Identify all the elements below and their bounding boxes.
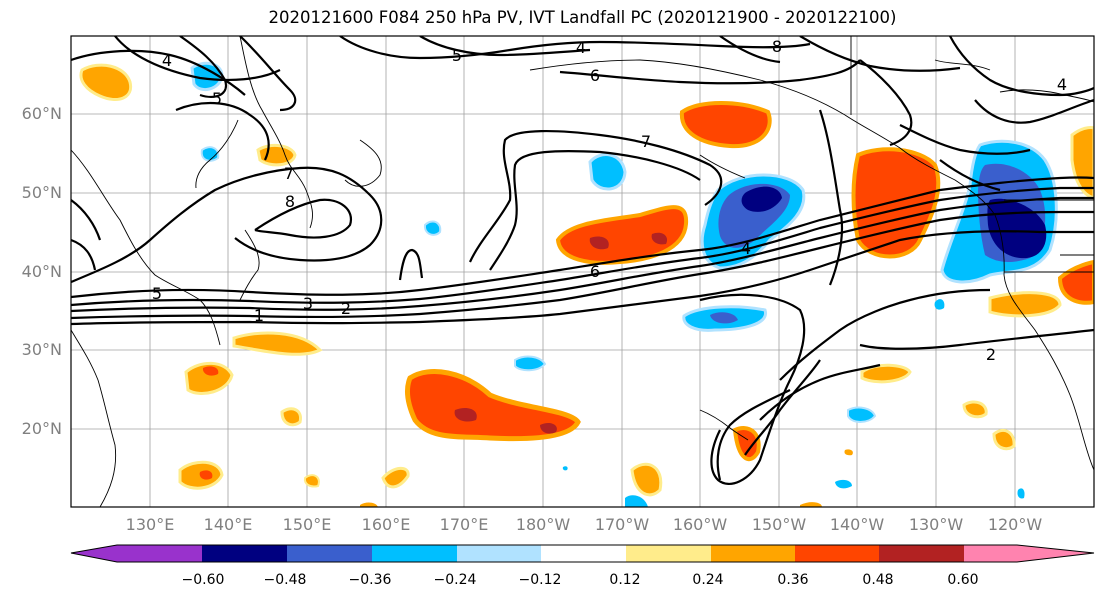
lon-label: 180°W [515,515,571,534]
lon-label: 170°E [439,515,489,534]
contour-label: 4 [741,239,751,258]
lat-label-30n: 30°N [21,340,62,359]
colorbar-tick: 0.48 [862,572,894,588]
contour-label: 4 [576,38,586,57]
map-title: 2020121600 F084 250 hPa PV, IVT Landfall… [268,8,897,27]
colorbar-tick: 0.12 [609,572,641,588]
contour-label: 5 [212,89,222,108]
colorbar-tick: 0.24 [692,572,724,588]
colorbar-tick: −0.48 [263,572,307,588]
lat-label-50n: 50°N [21,183,62,202]
contour-label: 8 [285,192,295,211]
contour-label: 4 [162,51,172,70]
contour-label: 6 [590,262,600,281]
colorbar-tick: −0.60 [181,572,225,588]
lon-label: 130°E [125,515,175,534]
lon-label: 120°W [987,515,1043,534]
coastlines [71,36,1094,507]
contour-label: 3 [303,294,313,313]
contour-label: 7 [641,132,651,151]
lon-label: 170°W [594,515,650,534]
lat-label-60n: 60°N [21,104,62,123]
contour-label: 5 [452,46,462,65]
contour-label: 5 [152,284,162,303]
contour-label: 2 [986,345,996,364]
lon-label: 160°E [361,515,411,534]
lon-label: 130°W [908,515,964,534]
contour-label: 4 [1057,75,1067,94]
pv-contours [71,36,1094,486]
lon-label: 150°E [282,515,332,534]
lat-label-40n: 40°N [21,262,62,281]
lon-label: 160°W [672,515,728,534]
lat-label-20n: 20°N [21,419,62,438]
contour-label: 8 [772,37,782,56]
colorbar-tick: −0.36 [348,572,392,588]
lon-label: 140°E [203,515,253,534]
contour-label-group: 4 8 5 6 4 7 7 8 5 6 4 5 3 2 1 2 4 [152,37,1067,364]
colorbar-tick: −0.12 [518,572,562,588]
contour-label: 7 [284,164,294,183]
contour-label: 1 [254,306,264,325]
contour-label: 2 [341,299,351,318]
contour-label: 6 [590,66,600,85]
colorbar-tick: 0.60 [947,572,979,588]
colorbar-tick: −0.24 [433,572,477,588]
lon-label: 150°W [751,515,807,534]
colorbar-tick: 0.36 [777,572,809,588]
lon-label: 140°W [829,515,885,534]
